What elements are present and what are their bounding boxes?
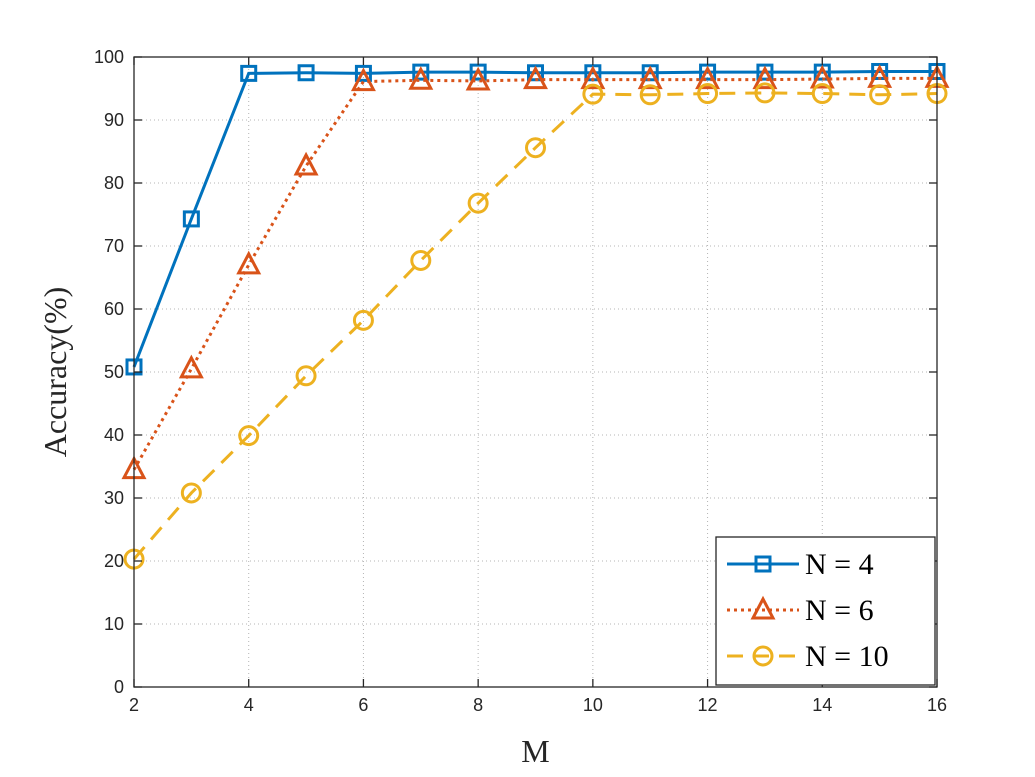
series-line (132, 91, 938, 561)
data-point (469, 63, 487, 81)
data-point (639, 84, 661, 106)
series-1 (125, 62, 946, 376)
data-point (297, 64, 315, 82)
y-tick-label: 40 (104, 425, 124, 445)
data-point (523, 65, 548, 90)
legend-label: N = 10 (805, 640, 889, 673)
y-tick-label: 80 (104, 173, 124, 193)
legend-marker (754, 555, 772, 573)
data-point (699, 63, 717, 81)
legend-label: N = 4 (805, 548, 874, 581)
y-tick-label: 50 (104, 362, 124, 382)
data-point (467, 192, 489, 214)
ticks: 2 4 6 8 10 12 14 16 0 10 20 30 40 50 60 70 80 90 100 (94, 47, 947, 715)
series-3 (123, 82, 948, 570)
data-point (580, 65, 606, 90)
x-tick-label: 4 (244, 695, 254, 715)
x-axis-label: M (521, 733, 549, 769)
x-tick-label: 10 (583, 695, 603, 715)
legend-item: N = 10 (727, 640, 889, 673)
y-tick-label: 20 (104, 551, 124, 571)
y-tick-label: 10 (104, 614, 124, 634)
data-point (412, 63, 430, 81)
data-point (238, 425, 260, 447)
series-layer (121, 62, 950, 570)
legend-item: N = 4 (727, 548, 874, 581)
y-tick-label: 100 (94, 47, 124, 67)
legend: N = 4 N = 6 N = 10 (715, 536, 936, 686)
y-tick-label: 70 (104, 236, 124, 256)
data-point (354, 64, 372, 82)
data-point (178, 354, 204, 379)
legend-item: N = 6 (727, 594, 874, 627)
y-tick-label: 0 (114, 677, 124, 697)
data-point (180, 482, 202, 504)
series-2 (121, 64, 950, 480)
x-tick-label: 12 (698, 695, 718, 715)
data-point (869, 84, 891, 106)
data-point (582, 83, 604, 105)
data-point (525, 137, 546, 159)
data-point (240, 64, 258, 82)
data-point (350, 67, 376, 92)
data-point (465, 66, 491, 91)
data-point (408, 66, 434, 90)
x-tick-label: 8 (473, 695, 483, 715)
y-tick-label: 60 (104, 299, 124, 319)
data-point (352, 309, 374, 331)
data-point (236, 250, 262, 275)
data-point (410, 249, 432, 271)
y-axis-label: Accuracy(%) (37, 287, 73, 458)
data-point (809, 64, 835, 89)
grid (134, 57, 937, 687)
data-point (695, 65, 721, 90)
legend-label: N = 6 (805, 594, 874, 627)
x-tick-label: 16 (927, 695, 947, 715)
y-tick-label: 90 (104, 110, 124, 130)
data-point (637, 65, 663, 90)
legend-box (715, 536, 936, 686)
data-point (754, 82, 776, 104)
data-point (752, 65, 778, 90)
data-point (293, 151, 319, 176)
x-tick-label: 2 (129, 695, 139, 715)
data-point (295, 365, 317, 387)
data-point (697, 83, 719, 105)
series-line (132, 76, 937, 471)
data-point (756, 63, 774, 81)
series-line (132, 69, 937, 368)
legend-marker (752, 645, 774, 667)
data-point (182, 210, 200, 228)
y-tick-label: 30 (104, 488, 124, 508)
legend-marker (750, 595, 776, 620)
data-point (811, 83, 833, 105)
x-tick-label: 14 (812, 695, 832, 715)
x-tick-label: 6 (358, 695, 368, 715)
